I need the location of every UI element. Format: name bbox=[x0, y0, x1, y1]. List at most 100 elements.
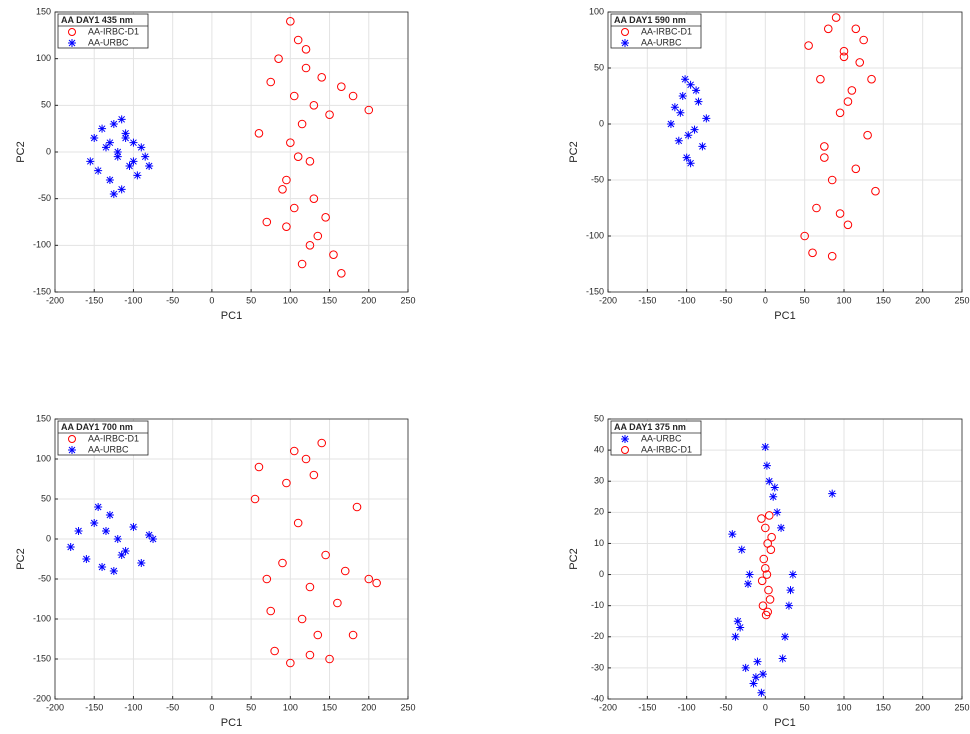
point bbox=[74, 527, 83, 535]
point bbox=[745, 570, 754, 579]
point bbox=[101, 527, 110, 535]
point bbox=[297, 614, 307, 624]
y-tick-label: 0 bbox=[46, 146, 51, 156]
point bbox=[827, 251, 837, 261]
x-axis-label: PC1 bbox=[774, 310, 795, 322]
point bbox=[278, 185, 287, 194]
point bbox=[871, 186, 880, 196]
x-tick-label: 100 bbox=[283, 702, 298, 712]
point bbox=[751, 673, 760, 682]
point bbox=[329, 250, 338, 259]
point bbox=[777, 523, 786, 532]
legend-marker bbox=[68, 446, 76, 454]
point bbox=[851, 24, 861, 34]
subplot: -200 -150 -100 -50 0 50 100 150 200 250-150-100-5… bbox=[568, 6, 970, 322]
point bbox=[113, 148, 122, 156]
point bbox=[763, 607, 772, 617]
point bbox=[129, 523, 138, 531]
point bbox=[749, 679, 758, 688]
point bbox=[753, 657, 762, 666]
point bbox=[289, 446, 299, 456]
y-tick-label: 0 bbox=[599, 569, 604, 579]
plot-area bbox=[55, 419, 408, 699]
point bbox=[137, 143, 146, 152]
y-tick-label: -30 bbox=[591, 662, 604, 672]
y-tick-label: 100 bbox=[589, 6, 604, 16]
point bbox=[94, 166, 103, 175]
x-tick-label: 0 bbox=[209, 702, 214, 712]
x-tick-label: -150 bbox=[85, 702, 103, 712]
point bbox=[137, 559, 146, 567]
point bbox=[109, 567, 118, 575]
legend-marker bbox=[621, 39, 629, 47]
point bbox=[692, 86, 701, 95]
point bbox=[676, 108, 685, 117]
point bbox=[321, 550, 330, 560]
point bbox=[94, 503, 103, 511]
axes-box bbox=[54, 11, 409, 293]
point bbox=[305, 582, 315, 592]
point bbox=[282, 478, 291, 488]
x-tick-label: -150 bbox=[638, 295, 656, 305]
point bbox=[109, 190, 118, 198]
point bbox=[736, 623, 745, 632]
x-tick-label: 150 bbox=[322, 702, 337, 712]
x-tick-label: 200 bbox=[915, 295, 930, 305]
point bbox=[767, 532, 776, 542]
point bbox=[788, 570, 797, 579]
point bbox=[364, 105, 374, 115]
point bbox=[682, 153, 691, 162]
x-tick-label: 0 bbox=[209, 295, 214, 305]
point bbox=[352, 502, 362, 512]
point bbox=[820, 153, 829, 162]
plot-area bbox=[608, 419, 962, 699]
point bbox=[839, 52, 849, 62]
point bbox=[843, 97, 853, 106]
point bbox=[769, 492, 778, 501]
x-tick-label: 150 bbox=[322, 295, 337, 305]
y-tick-label: 10 bbox=[594, 538, 604, 548]
point bbox=[761, 443, 770, 451]
legend-title: AA DAY1 590 nm bbox=[614, 15, 686, 25]
y-tick-label: 40 bbox=[594, 444, 604, 454]
x-tick-label: 250 bbox=[400, 702, 415, 712]
point bbox=[843, 220, 853, 230]
point bbox=[847, 86, 857, 95]
x-tick-label: -150 bbox=[85, 295, 103, 305]
point bbox=[800, 231, 809, 241]
point bbox=[145, 162, 154, 170]
legend-label: AA-IRBC-D1 bbox=[88, 433, 139, 443]
point bbox=[681, 75, 690, 84]
x-axis-label: PC1 bbox=[221, 717, 242, 729]
point bbox=[274, 54, 283, 63]
point bbox=[282, 175, 291, 185]
y-tick-label: -200 bbox=[33, 693, 51, 703]
point bbox=[666, 120, 675, 128]
legend-label: AA-URBC bbox=[88, 37, 129, 47]
subplot: -200 -150 -100 -50 0 50 100 150 200 250 -200 -150 -1… bbox=[15, 413, 416, 729]
point bbox=[105, 176, 114, 184]
point bbox=[808, 248, 817, 258]
point bbox=[266, 606, 276, 616]
point bbox=[129, 138, 138, 147]
x-tick-label: 50 bbox=[246, 702, 256, 712]
plot-area bbox=[608, 12, 962, 292]
y-tick-label: 50 bbox=[594, 413, 604, 423]
point bbox=[348, 91, 358, 101]
point bbox=[737, 545, 746, 554]
x-tick-label: -50 bbox=[719, 295, 732, 305]
point bbox=[757, 514, 766, 523]
point bbox=[867, 74, 876, 84]
legend-marker bbox=[68, 435, 76, 443]
y-tick-label: 0 bbox=[599, 118, 604, 128]
legend-title: AA DAY1 375 nm bbox=[614, 422, 686, 432]
point bbox=[309, 194, 319, 203]
point bbox=[278, 558, 287, 568]
x-tick-label: 200 bbox=[915, 702, 930, 712]
point bbox=[309, 101, 319, 110]
y-tick-label: -20 bbox=[591, 631, 604, 641]
point bbox=[145, 531, 154, 539]
